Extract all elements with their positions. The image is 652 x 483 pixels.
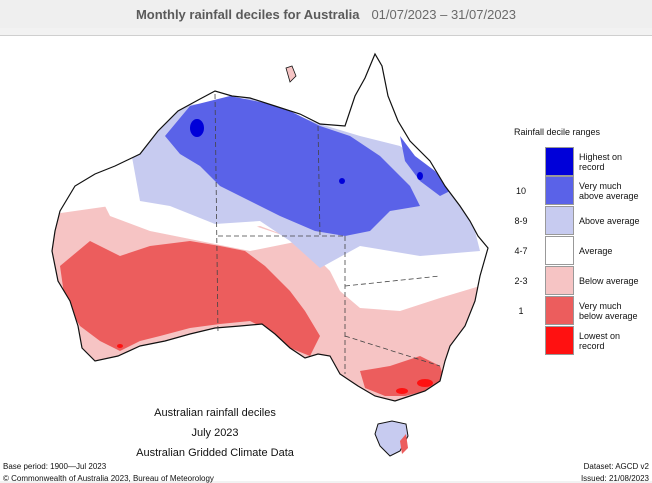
legend-range-8-9: 8-9: [514, 216, 528, 226]
legend-swatch-very-much-above: [545, 176, 574, 205]
legend-swatch-average: [545, 236, 574, 265]
legend-range-2-3: 2-3: [514, 276, 528, 286]
dataset-label: Dataset: AGCD v2: [583, 462, 649, 471]
legend-label-very-much-above: Very much above average: [579, 181, 639, 201]
legend-range-1: 1: [518, 306, 524, 316]
map-panel: Rainfall decile ranges Highest on record …: [0, 35, 652, 483]
legend-label-above: Above average: [579, 216, 640, 226]
page-header: Monthly rainfall deciles for Australia 0…: [0, 0, 652, 28]
map-title: Monthly rainfall deciles for Australia: [135, 6, 360, 22]
legend-title: Rainfall decile ranges: [514, 127, 601, 137]
legend-label-lowest: Lowest on record: [579, 331, 621, 351]
legend-swatch-very-much-below: [545, 296, 574, 325]
legend-label-very-much-below: Very much below average: [579, 301, 638, 321]
legend-label-highest: Highest on record: [579, 152, 623, 172]
legend-swatch-above: [545, 206, 574, 235]
legend-label-below: Below average: [579, 276, 639, 286]
legend-label-average: Average: [579, 246, 613, 256]
legend-swatch-highest: [545, 147, 574, 176]
caption-line-3: Australian Gridded Climate Data: [136, 447, 294, 459]
legend-swatch-lowest: [545, 326, 574, 355]
copyright: © Commonwealth of Australia 2023, Bureau…: [3, 474, 214, 483]
date-range: 01/07/2023 – 31/07/2023: [371, 6, 517, 22]
australia-decile-map: [51, 53, 489, 457]
base-period: Base period: 1900—Jul 2023: [3, 462, 107, 471]
legend-range-10: 10: [515, 186, 526, 196]
legend-range-4-7: 4-7: [514, 246, 528, 256]
legend-swatch-below: [545, 266, 574, 295]
caption-line-2: July 2023: [191, 427, 239, 439]
caption-line-1: Australian rainfall deciles: [154, 407, 276, 419]
issued-date: Issued: 21/08/2023: [580, 474, 649, 483]
